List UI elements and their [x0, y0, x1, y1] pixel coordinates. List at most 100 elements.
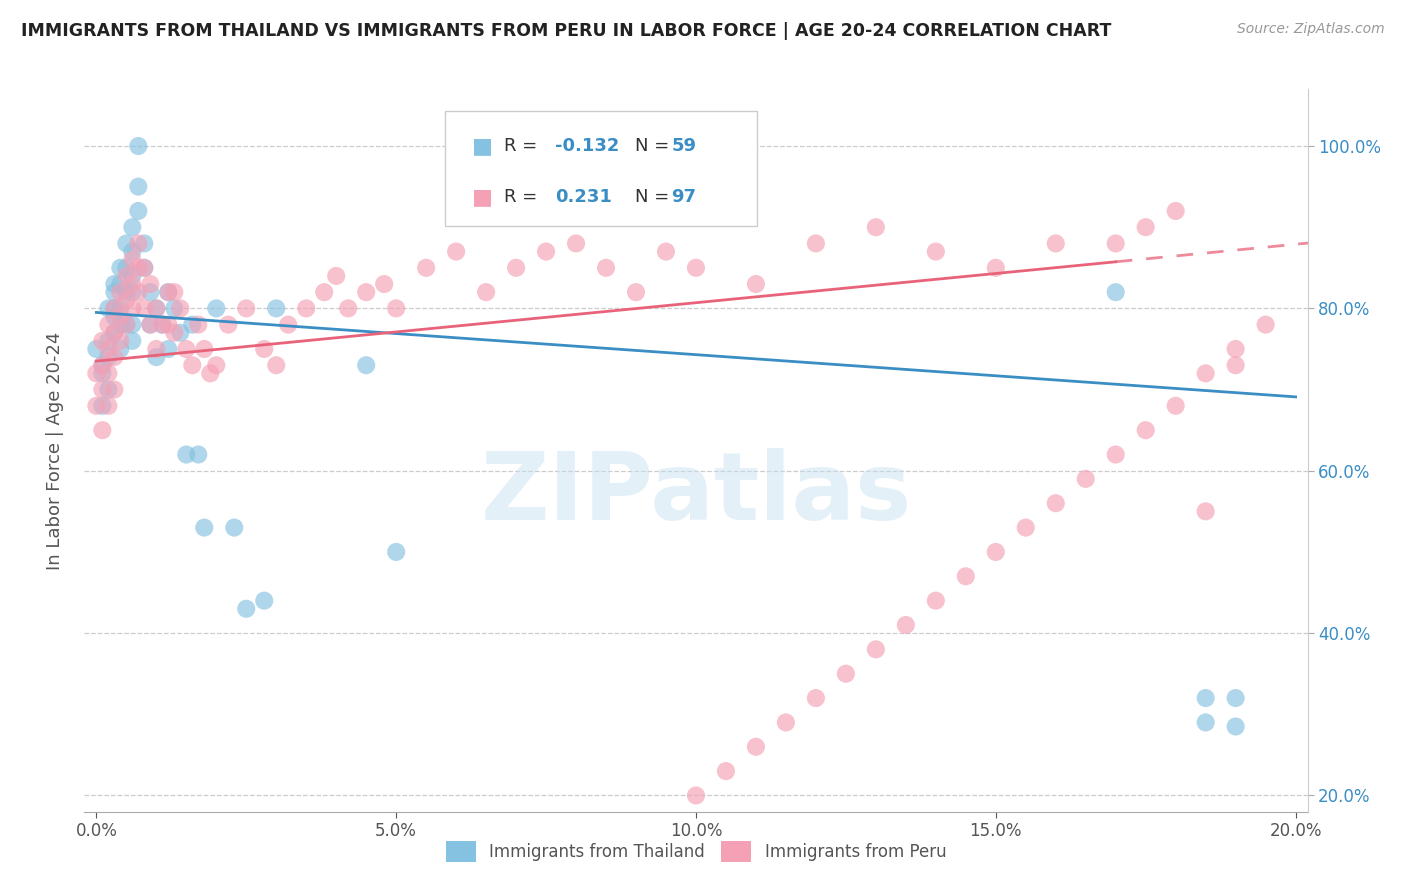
Point — [91, 367, 114, 381]
Point — [264, 358, 287, 372]
Point — [139, 318, 162, 332]
Point — [865, 642, 887, 657]
Point — [1105, 448, 1128, 462]
Point — [110, 334, 132, 348]
Point — [115, 260, 138, 275]
Point — [217, 318, 239, 332]
Point — [121, 334, 143, 348]
Point — [97, 334, 120, 348]
Point — [925, 244, 948, 259]
Point — [103, 301, 125, 316]
Point — [97, 350, 120, 364]
Point — [314, 285, 336, 300]
Point — [110, 277, 132, 291]
Point — [163, 326, 186, 340]
Point — [894, 618, 917, 632]
Point — [1195, 504, 1218, 518]
Point — [1195, 691, 1218, 706]
Point — [624, 285, 647, 300]
Point — [110, 260, 132, 275]
Point — [205, 301, 228, 316]
Point — [1105, 285, 1128, 300]
Point — [1045, 236, 1067, 251]
Point — [97, 383, 120, 397]
Point — [354, 285, 377, 300]
Point — [110, 318, 132, 332]
Point — [1225, 691, 1247, 706]
Point — [97, 318, 120, 332]
Point — [200, 367, 222, 381]
Point — [984, 260, 1007, 275]
Point — [150, 318, 173, 332]
Point — [91, 399, 114, 413]
Text: ■: ■ — [472, 136, 494, 156]
Point — [163, 301, 186, 316]
Point — [121, 268, 143, 283]
Point — [1105, 236, 1128, 251]
Point — [127, 204, 149, 219]
Point — [187, 318, 209, 332]
Point — [110, 310, 132, 324]
Point — [354, 358, 377, 372]
Point — [91, 358, 114, 372]
Text: 97: 97 — [672, 188, 696, 206]
Point — [235, 601, 257, 615]
Point — [103, 326, 125, 340]
FancyBboxPatch shape — [446, 111, 758, 227]
Point — [685, 789, 707, 803]
Point — [121, 301, 143, 316]
Point — [1135, 423, 1157, 437]
Point — [534, 244, 557, 259]
Point — [86, 367, 108, 381]
Point — [174, 342, 197, 356]
Legend: Immigrants from Thailand, Immigrants from Peru: Immigrants from Thailand, Immigrants fro… — [439, 835, 953, 869]
Text: R =: R = — [503, 188, 548, 206]
Point — [115, 318, 138, 332]
Point — [121, 318, 143, 332]
Point — [174, 448, 197, 462]
Point — [373, 277, 395, 291]
Point — [115, 318, 138, 332]
Point — [103, 350, 125, 364]
Point — [91, 423, 114, 437]
Text: N =: N = — [636, 137, 675, 155]
Text: -0.132: -0.132 — [555, 137, 620, 155]
Point — [121, 285, 143, 300]
Point — [1164, 399, 1187, 413]
Point — [835, 666, 858, 681]
Point — [157, 318, 180, 332]
Point — [925, 593, 948, 607]
Point — [127, 179, 149, 194]
Point — [134, 260, 156, 275]
Point — [121, 244, 143, 259]
Point — [97, 367, 120, 381]
Point — [415, 260, 437, 275]
Text: ■: ■ — [472, 187, 494, 207]
Point — [163, 285, 186, 300]
Point — [127, 285, 149, 300]
Point — [865, 220, 887, 235]
Point — [745, 277, 768, 291]
Point — [337, 301, 360, 316]
Point — [91, 358, 114, 372]
Point — [714, 764, 737, 778]
Point — [444, 244, 467, 259]
Point — [565, 236, 588, 251]
Point — [121, 220, 143, 235]
Point — [115, 285, 138, 300]
Point — [205, 358, 228, 372]
Point — [804, 236, 827, 251]
Point — [127, 260, 149, 275]
Point — [110, 342, 132, 356]
Point — [984, 545, 1007, 559]
Point — [1015, 520, 1038, 534]
Point — [655, 244, 678, 259]
Point — [103, 383, 125, 397]
Point — [235, 301, 257, 316]
Point — [139, 277, 162, 291]
Text: R =: R = — [503, 137, 543, 155]
Point — [295, 301, 318, 316]
Point — [1225, 719, 1247, 733]
Point — [325, 268, 347, 283]
Point — [103, 310, 125, 324]
